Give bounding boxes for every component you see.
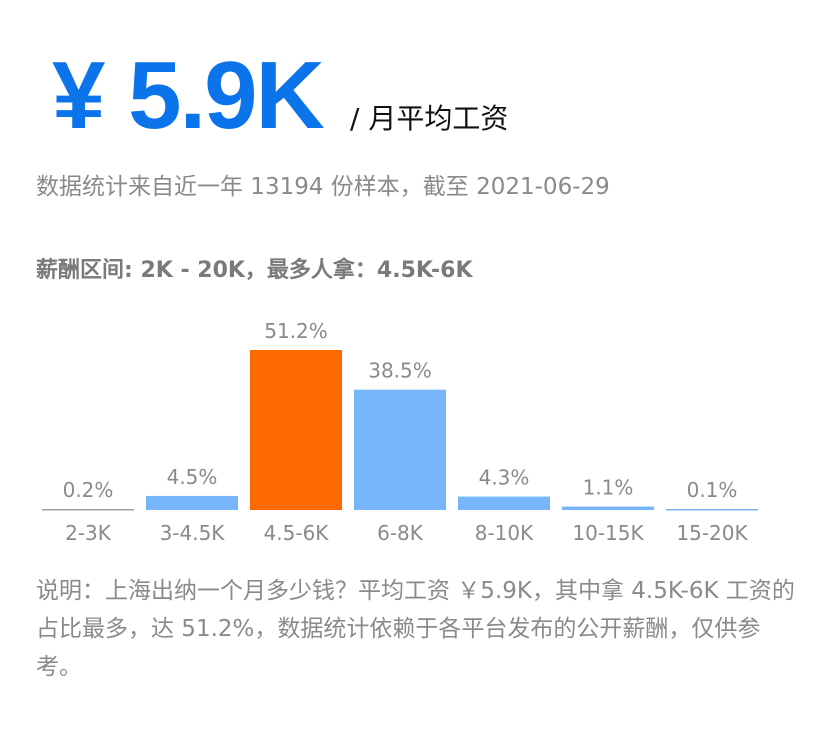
salary-distribution-chart: 0.2% 2-3K 4.5% 3-4.5K 51.2% 4.5-6K 38.5% 6-8K 4.… (42, 319, 758, 545)
bar-10-15K (562, 506, 654, 510)
bar-4.5-6K (250, 350, 342, 510)
category-label: 6-8K (377, 521, 424, 545)
bar-15-20K (666, 509, 758, 511)
value-label: 0.1% (687, 478, 738, 502)
bar-8-10K (458, 496, 550, 510)
category-label: 15-20K (676, 521, 748, 545)
explanation-note: 说明：上海出纳一个月多少钱？平均工资 ￥5.9K，其中拿 4.5K-6K 工资的… (36, 578, 795, 680)
value-label: 0.2% (63, 478, 114, 502)
category-label: 3-4.5K (160, 521, 226, 545)
value-label: 1.1% (583, 476, 634, 500)
bar-3-4.5K (146, 495, 238, 510)
average-salary-unit: / 月平均工资 (350, 102, 509, 135)
category-label: 4.5-6K (264, 521, 330, 545)
category-label: 2-3K (65, 521, 112, 545)
bar-6-8K (354, 389, 446, 510)
bar-2-3K (42, 509, 134, 511)
value-label: 38.5% (368, 359, 432, 383)
sample-info: 数据统计来自近一年 13194 份样本，截至 2021-06-29 (36, 174, 610, 200)
salary-range-summary: 薪酬区间: 2K - 20K，最多人拿：4.5K-6K (36, 258, 473, 283)
value-label: 4.5% (167, 465, 218, 489)
category-label: 8-10K (475, 521, 534, 545)
value-label: 4.3% (479, 466, 530, 490)
category-label: 10-15K (572, 521, 644, 545)
average-salary-value: ¥ 5.9K (52, 42, 325, 149)
value-label: 51.2% (264, 319, 328, 343)
